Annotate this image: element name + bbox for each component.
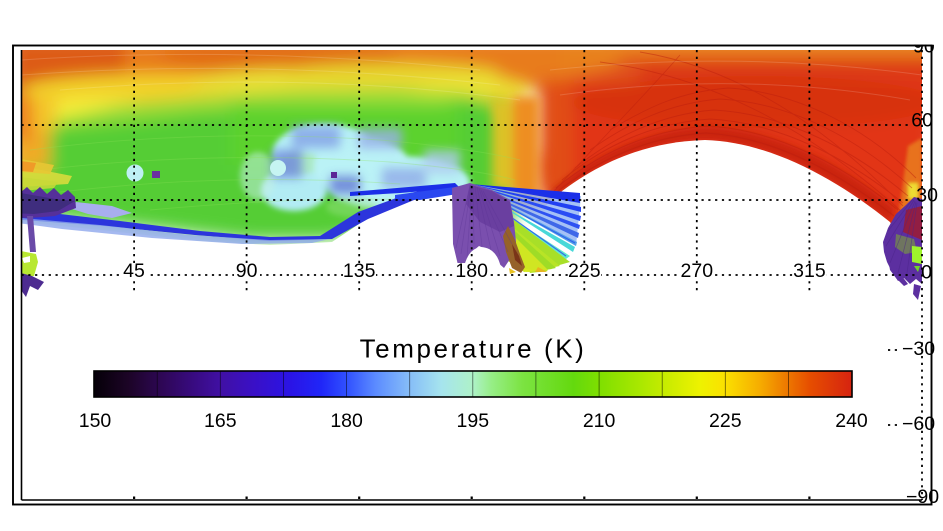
svg-text:−60: −60 [902, 413, 935, 435]
svg-text:45: 45 [123, 260, 145, 282]
svg-text:270: 270 [681, 260, 714, 282]
svg-text:90: 90 [913, 36, 935, 58]
svg-text:Temperature (K): Temperature (K) [360, 334, 587, 364]
svg-text:210: 210 [583, 410, 616, 432]
svg-text:315: 315 [793, 260, 826, 282]
svg-text:180: 180 [330, 410, 363, 432]
svg-text:60: 60 [911, 110, 933, 132]
svg-text:225: 225 [709, 410, 742, 432]
svg-text:195: 195 [457, 410, 490, 432]
svg-text:90: 90 [236, 260, 258, 282]
svg-text:−30: −30 [902, 338, 935, 360]
svg-text:180: 180 [455, 260, 488, 282]
svg-text:150: 150 [79, 410, 112, 432]
svg-text:−90: −90 [906, 486, 939, 508]
svg-text:0: 0 [921, 262, 932, 284]
svg-text:240: 240 [835, 410, 868, 432]
svg-text:225: 225 [568, 260, 601, 282]
svg-text:30: 30 [916, 185, 938, 207]
svg-text:135: 135 [343, 260, 376, 282]
svg-text:165: 165 [204, 410, 237, 432]
